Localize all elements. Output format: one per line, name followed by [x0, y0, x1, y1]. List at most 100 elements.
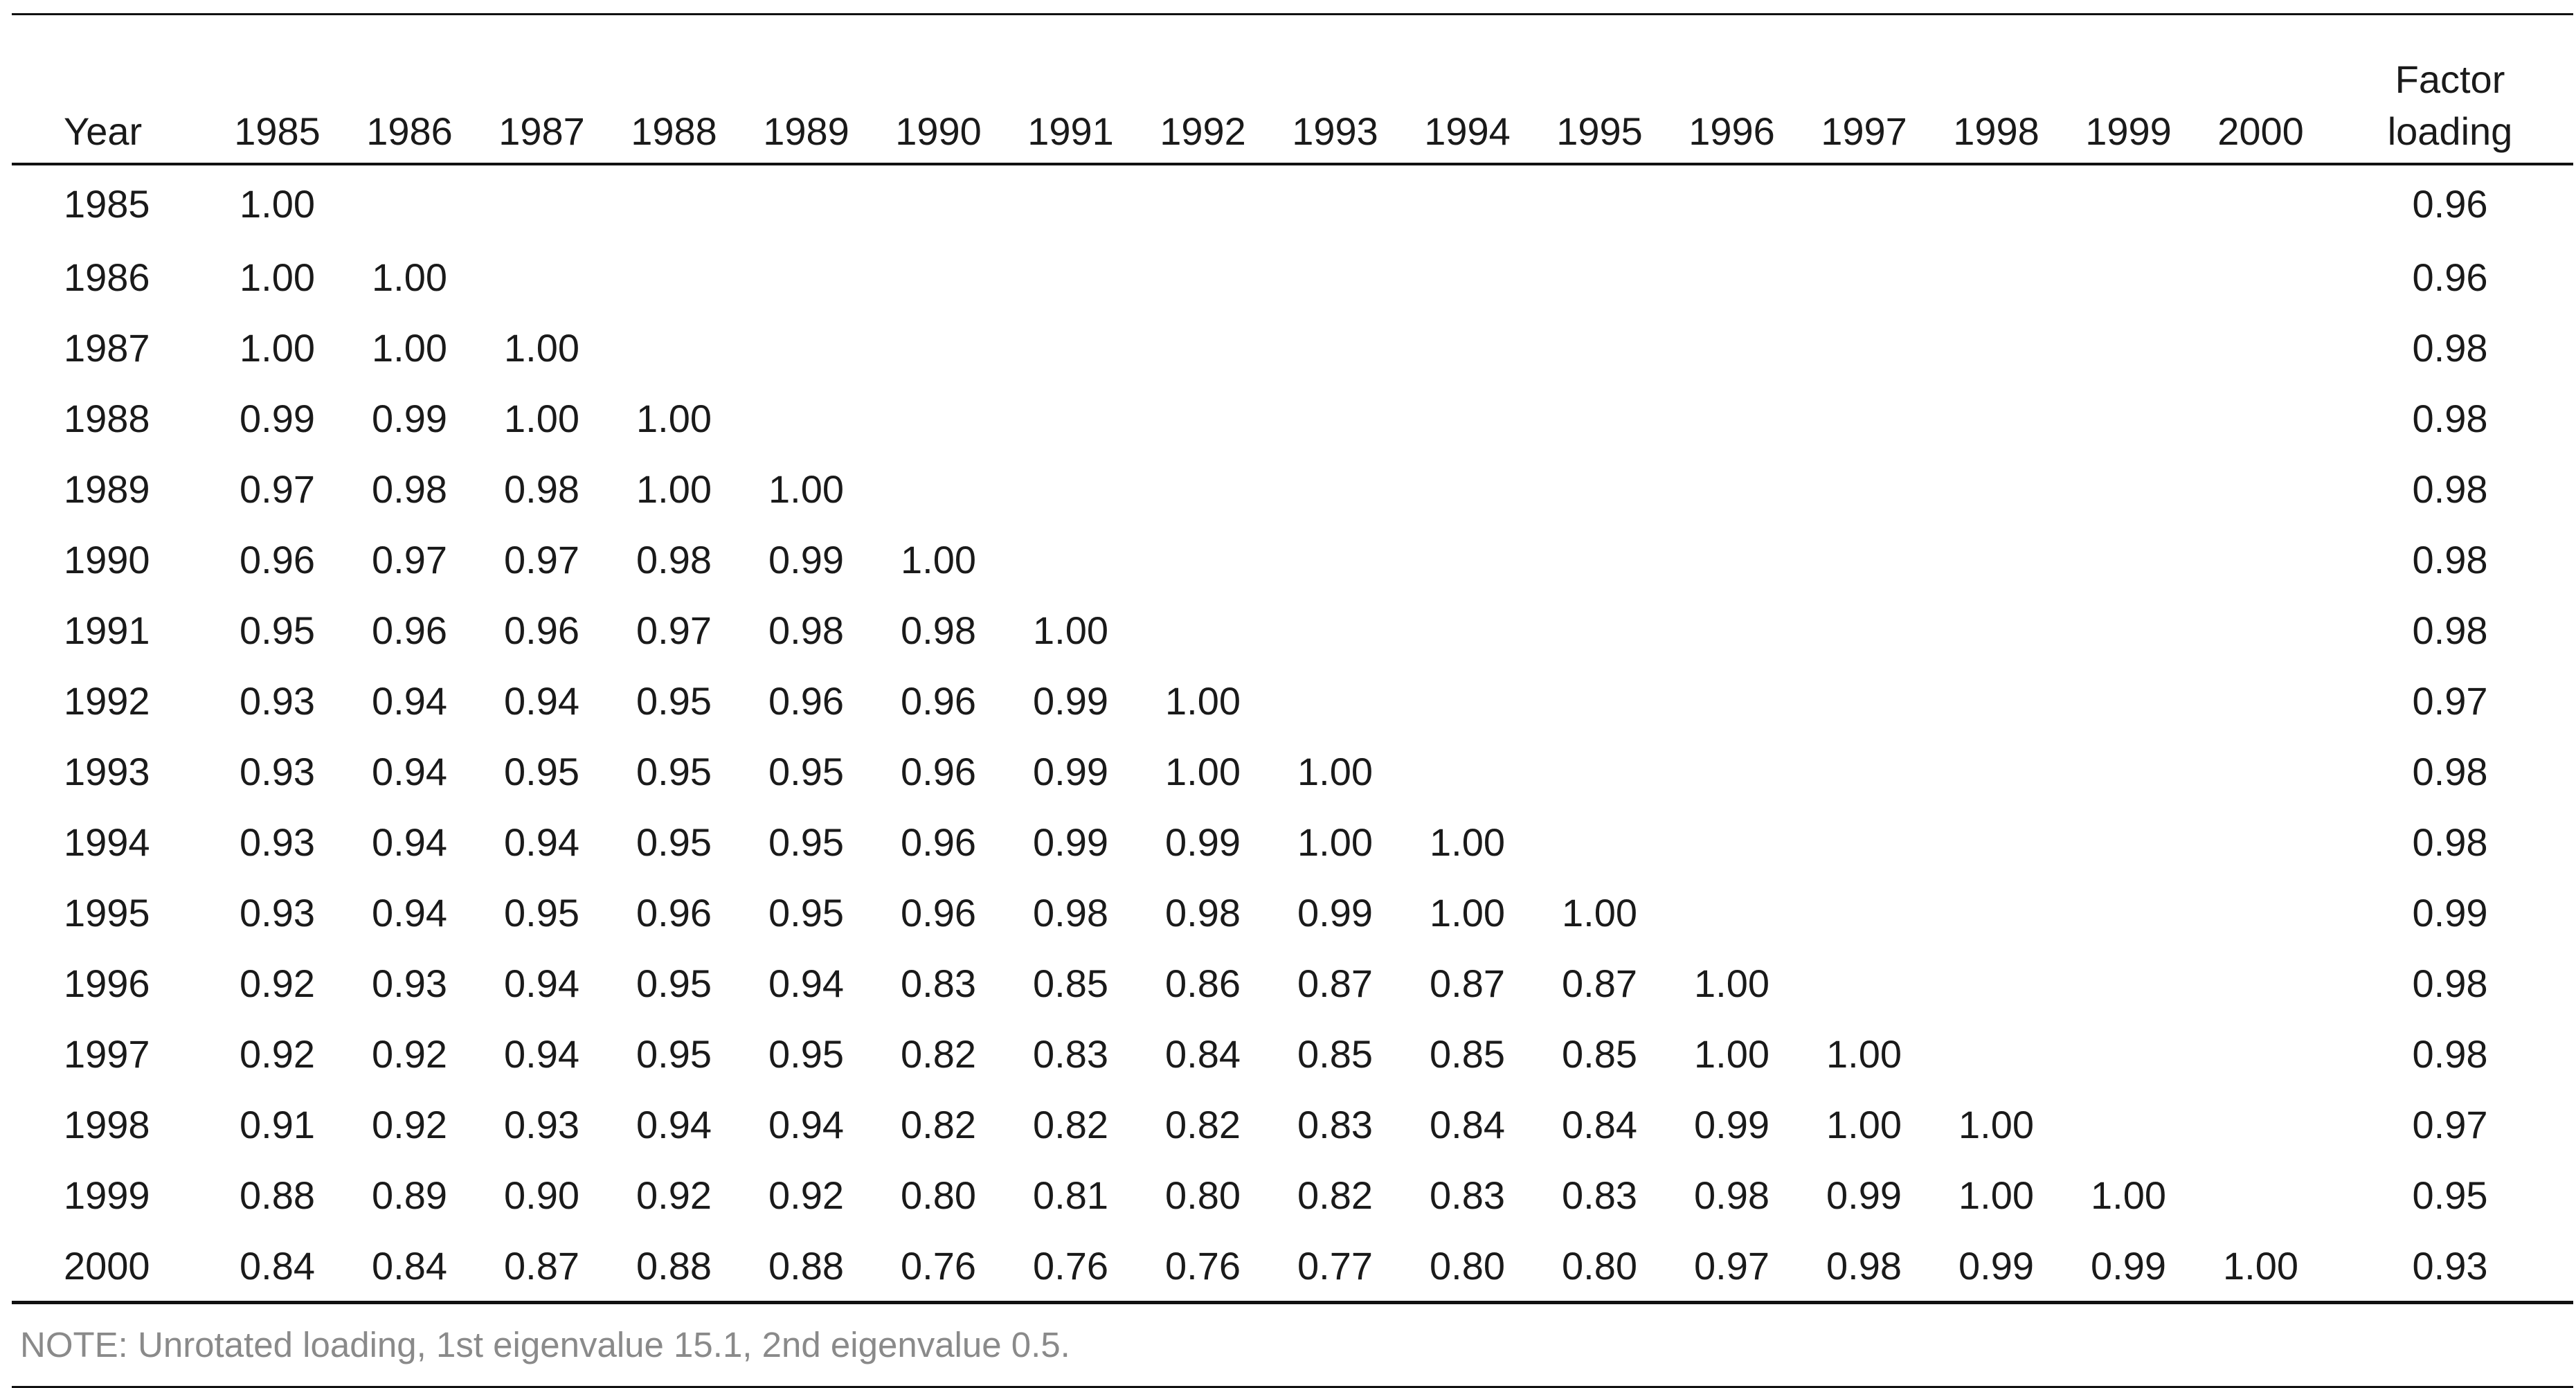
- correlation-cell: 0.94: [504, 820, 579, 864]
- correlation-cell: 0.99: [1958, 1243, 2034, 1288]
- correlation-cell: 0.76: [901, 1243, 976, 1288]
- correlation-cell: 1.00: [240, 181, 315, 226]
- correlation-cell: 0.94: [372, 820, 447, 864]
- row-year-label: 1992: [64, 678, 150, 723]
- correlation-cell: [2195, 665, 2327, 736]
- table-row: 1989 0.97 0.98 0.98 1.00 1.00 0.98: [12, 453, 2573, 524]
- correlation-cell: 0.96: [768, 678, 844, 723]
- correlation-cell: [1137, 165, 1269, 242]
- correlation-cell: [2062, 948, 2195, 1018]
- correlation-cell: [872, 242, 1005, 312]
- correlation-cell: 0.99: [1033, 678, 1108, 723]
- correlation-cell: 1.00: [240, 325, 315, 370]
- correlation-cell: [740, 165, 872, 242]
- correlation-cell: [1005, 453, 1137, 524]
- correlation-cell: 0.84: [1562, 1102, 1637, 1146]
- correlation-cell: [1269, 665, 1401, 736]
- correlation-cell: [1798, 383, 1930, 453]
- correlation-cell: 0.98: [636, 537, 712, 582]
- correlation-cell: 0.93: [504, 1102, 579, 1146]
- correlation-cell: 0.98: [768, 608, 844, 652]
- table-body: 1985 1.00 0.96 1986 1.00 1.00 0.96 1987 1.00 1.00…: [12, 163, 2573, 1301]
- correlation-cell: 0.95: [504, 749, 579, 793]
- correlation-cell: 0.93: [240, 890, 315, 935]
- column-header-1988: 1988: [631, 109, 717, 153]
- correlation-cell: [872, 165, 1005, 242]
- correlation-cell: 0.93: [240, 749, 315, 793]
- column-header-1999: 1999: [2085, 109, 2172, 153]
- correlation-cell: [1401, 665, 1533, 736]
- correlation-cell: [1005, 383, 1137, 453]
- correlation-cell: [2062, 524, 2195, 595]
- column-header-year: Year: [64, 109, 143, 153]
- column-header-factor-loading: Factor loading: [2327, 15, 2573, 163]
- correlation-cell: 0.96: [901, 749, 976, 793]
- row-year-label: 1997: [64, 1031, 150, 1076]
- correlation-cell: [1798, 595, 1930, 665]
- column-header-1985: 1985: [234, 109, 321, 153]
- table-row: 1996 0.92 0.93 0.94 0.95 0.94 0.83 0.85 0.86 0.87…: [12, 948, 2573, 1018]
- correlation-cell: 0.99: [768, 537, 844, 582]
- correlation-cell: 0.96: [240, 537, 315, 582]
- correlation-cell: [1005, 165, 1137, 242]
- correlation-cell: [2195, 1089, 2327, 1160]
- row-year-label: 1989: [64, 467, 150, 511]
- correlation-table: Year 1985 1986 1987 1988 1989 1990 1991 1992 199…: [12, 15, 2573, 1301]
- correlation-cell: [1005, 242, 1137, 312]
- correlation-cell: 0.88: [240, 1173, 315, 1217]
- factor-loading-header-line2: loading: [2387, 109, 2513, 153]
- correlation-cell: [740, 383, 872, 453]
- correlation-cell: [608, 242, 740, 312]
- correlation-cell: [1930, 595, 2062, 665]
- correlation-cell: [1137, 595, 1269, 665]
- correlation-cell: 0.87: [1430, 961, 1505, 1005]
- correlation-cell: 1.00: [1958, 1102, 2034, 1146]
- correlation-cell: 0.98: [901, 608, 976, 652]
- correlation-cell: 0.97: [240, 467, 315, 511]
- correlation-cell: [740, 242, 872, 312]
- correlation-cell: [2195, 242, 2327, 312]
- correlation-cell: [2062, 665, 2195, 736]
- correlation-cell: [1137, 453, 1269, 524]
- correlation-cell: 0.99: [1826, 1173, 1902, 1217]
- header-rule: [12, 163, 2573, 165]
- correlation-cell: [1930, 453, 2062, 524]
- correlation-cell: 0.95: [768, 820, 844, 864]
- correlation-cell: [2195, 877, 2327, 948]
- correlation-cell: 1.00: [2223, 1243, 2298, 1288]
- correlation-cell: [1930, 736, 2062, 806]
- correlation-cell: [1930, 948, 2062, 1018]
- correlation-cell: 0.96: [636, 890, 712, 935]
- correlation-cell: 0.95: [768, 749, 844, 793]
- table-row: 1991 0.95 0.96 0.96 0.97 0.98 0.98 1.00 0.98: [12, 595, 2573, 665]
- correlation-cell: 0.92: [768, 1173, 844, 1217]
- correlation-cell: [1798, 736, 1930, 806]
- correlation-cell: [1930, 383, 2062, 453]
- row-year-label: 1987: [64, 325, 150, 370]
- correlation-cell: 0.92: [240, 961, 315, 1005]
- column-header-1994: 1994: [1424, 109, 1511, 153]
- correlation-cell: [1401, 312, 1533, 383]
- correlation-cell: [2062, 383, 2195, 453]
- correlation-cell: 0.98: [1033, 890, 1108, 935]
- correlation-cell: [1798, 242, 1930, 312]
- correlation-cell: [2062, 453, 2195, 524]
- correlation-cell: [1005, 312, 1137, 383]
- correlation-cell: 1.00: [636, 467, 712, 511]
- header-row: Year 1985 1986 1987 1988 1989 1990 1991 1992 199…: [12, 15, 2573, 163]
- table-row: 1988 0.99 0.99 1.00 1.00 0.98: [12, 383, 2573, 453]
- correlation-cell: 0.94: [768, 961, 844, 1005]
- correlation-cell: 1.00: [768, 467, 844, 511]
- correlation-cell: [1930, 806, 2062, 877]
- correlation-cell: 0.90: [504, 1173, 579, 1217]
- correlation-cell: [1401, 595, 1533, 665]
- correlation-cell: [2195, 453, 2327, 524]
- factor-loading-cell: 0.96: [2412, 181, 2488, 226]
- correlation-cell: 0.96: [901, 678, 976, 723]
- correlation-cell: [1269, 453, 1401, 524]
- correlation-cell: [1930, 242, 2062, 312]
- correlation-cell: [2195, 524, 2327, 595]
- correlation-cell: [1666, 665, 1798, 736]
- correlation-cell: [1666, 806, 1798, 877]
- correlation-cell: [1533, 524, 1666, 595]
